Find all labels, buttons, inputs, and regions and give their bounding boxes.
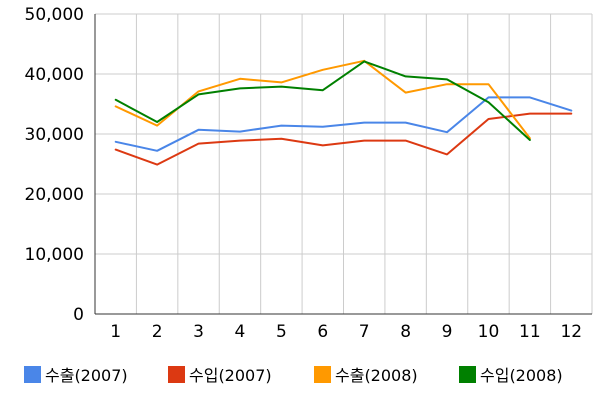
x-tick-label: 4 <box>235 322 246 342</box>
legend-swatch <box>459 366 476 383</box>
y-tick-label: 10,000 <box>25 245 84 265</box>
y-tick-label: 30,000 <box>25 125 84 145</box>
x-tick-labels: 1 2 3 4 5 6 7 8 9 10 11 12 <box>110 322 582 342</box>
x-tick-label: 9 <box>442 322 453 342</box>
y-tick-label: 50,000 <box>25 5 84 25</box>
series-line-2 <box>114 112 573 166</box>
legend-swatch <box>168 366 185 383</box>
x-tick-label: 11 <box>519 322 541 342</box>
legend-swatch <box>24 366 41 383</box>
series-lines <box>114 59 573 166</box>
x-tick-label: 12 <box>560 322 582 342</box>
x-tick-label: 6 <box>317 322 328 342</box>
legend-label: 수출(2008) <box>335 366 418 385</box>
legend-swatch <box>314 366 331 383</box>
grid-lines <box>95 13 593 314</box>
series-line-1 <box>114 96 573 152</box>
legend-entry: 수입(2008) <box>459 366 563 385</box>
y-tick-label: 0 <box>73 305 84 325</box>
legend-label: 수출(2007) <box>45 366 128 385</box>
series-line-4 <box>114 60 531 141</box>
y-tick-labels: 0 10,000 20,000 30,000 40,000 50,000 <box>25 5 84 325</box>
x-tick-label: 8 <box>400 322 411 342</box>
x-tick-label: 1 <box>110 322 121 342</box>
legend-label: 수입(2008) <box>480 366 563 385</box>
legend-label: 수입(2007) <box>189 366 272 385</box>
x-tick-label: 10 <box>478 322 500 342</box>
legend-entry: 수출(2007) <box>24 366 128 385</box>
axes <box>94 14 592 315</box>
legend: 수출(2007) 수입(2007) 수출(2008) 수입(2008) <box>24 366 563 385</box>
legend-entry: 수입(2007) <box>168 366 272 385</box>
x-tick-label: 2 <box>152 322 163 342</box>
x-tick-label: 7 <box>359 322 370 342</box>
y-tick-label: 20,000 <box>25 185 84 205</box>
x-tick-label: 5 <box>276 322 287 342</box>
legend-entry: 수출(2008) <box>314 366 418 385</box>
x-tick-label: 3 <box>193 322 204 342</box>
y-tick-label: 40,000 <box>25 65 84 85</box>
